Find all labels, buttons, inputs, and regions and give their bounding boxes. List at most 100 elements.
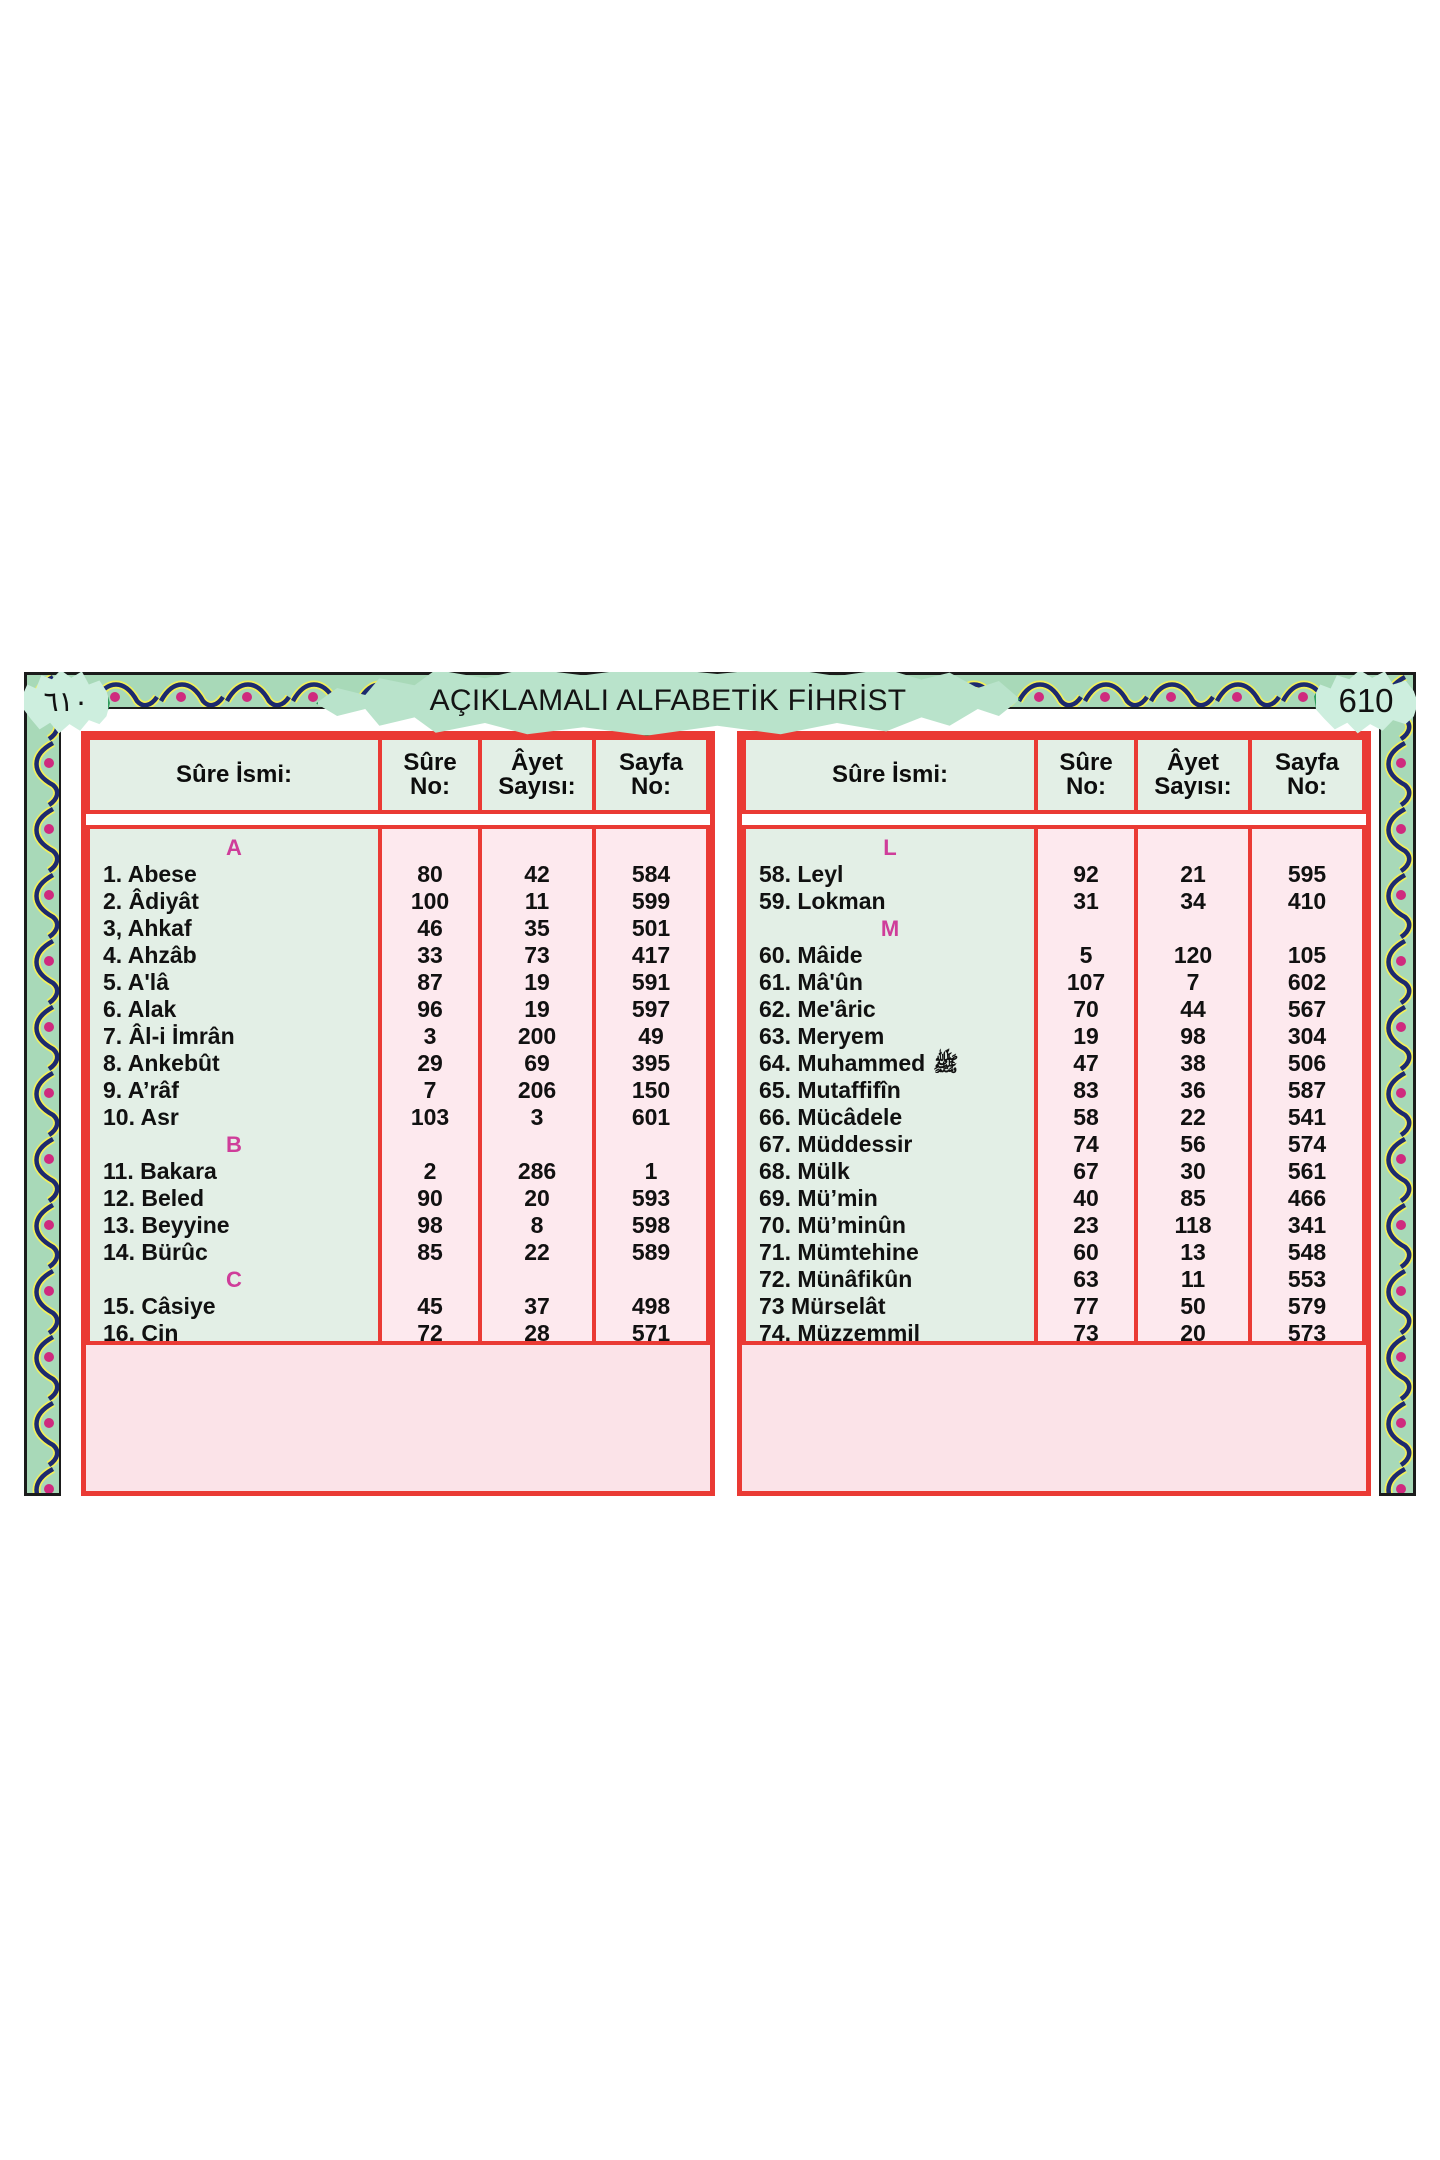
table-row-value: 60 bbox=[1073, 1239, 1099, 1265]
column-header-sure-ismi: Sûre İsmi: bbox=[746, 740, 1034, 810]
table-row-name: 65. Mutaffifîn bbox=[759, 1077, 901, 1103]
table-row-name: 66. Mücâdele bbox=[759, 1104, 903, 1130]
table-row-value: 286 bbox=[517, 1158, 557, 1184]
table-row-name: 4. Ahzâb bbox=[103, 942, 197, 968]
table-row-value: 501 bbox=[631, 915, 671, 941]
table-row-value: 11 bbox=[1180, 1266, 1206, 1292]
table-row-name: 62. Me'âric bbox=[759, 996, 876, 1022]
table-row-value: 73 bbox=[1073, 1320, 1099, 1341]
table-row-value: 395 bbox=[631, 1050, 671, 1076]
section-letter-c: C bbox=[226, 1267, 242, 1292]
table-row-value: 304 bbox=[1287, 1023, 1327, 1049]
page-number-arabic: ٦١٠ bbox=[43, 684, 89, 718]
table-row-name: 7. Âl-i İmrân bbox=[103, 1023, 235, 1049]
table-row-value: 85 bbox=[1180, 1185, 1206, 1211]
table-row-value: 118 bbox=[1174, 1212, 1212, 1238]
table-row-value: 85 bbox=[417, 1239, 443, 1265]
table-row-name: 67. Müddessir bbox=[759, 1131, 913, 1157]
table-row-value: 105 bbox=[1287, 942, 1327, 968]
table-row-name: 5. A'lâ bbox=[103, 969, 169, 995]
table-row-name: 12. Beled bbox=[103, 1185, 204, 1211]
column-header-sure-no: Sûre No: bbox=[1038, 740, 1134, 810]
table-row-value: 19 bbox=[524, 969, 550, 995]
table-row-value: 96 bbox=[417, 996, 443, 1022]
section-spacer bbox=[1138, 915, 1248, 942]
table-row-value: 83 bbox=[1073, 1077, 1099, 1103]
table-row-value: 571 bbox=[631, 1320, 671, 1341]
section-spacer bbox=[482, 834, 592, 861]
table-row-value: 107 bbox=[1066, 969, 1106, 995]
table-row-value: 120 bbox=[1173, 942, 1213, 968]
table-row-value: 20 bbox=[524, 1185, 550, 1211]
table-row-value: 13 bbox=[1180, 1239, 1206, 1265]
table-row-value: 45 bbox=[417, 1293, 443, 1319]
table-row-value: 20 bbox=[1180, 1320, 1206, 1341]
table-row-name: 10. Asr bbox=[103, 1104, 179, 1130]
table-row-value: 80 bbox=[417, 861, 443, 887]
fihrist-table-right: Sûre İsmi: Sûre No: Âyet Sayısı: Sayfa No: … bbox=[737, 731, 1371, 1496]
column-header-sure-no: Sûre No: bbox=[382, 740, 478, 810]
table-row-name: 60. Mâide bbox=[759, 942, 863, 968]
table-row-name: 15. Câsiye bbox=[103, 1293, 216, 1319]
table-row-value: 23 bbox=[1073, 1212, 1099, 1238]
table-row-value: 49 bbox=[638, 1023, 664, 1049]
table-row-value: 19 bbox=[524, 996, 550, 1022]
section-spacer bbox=[482, 1266, 592, 1293]
table-row-value: 38 bbox=[1180, 1050, 1206, 1076]
table-row-value: 72 bbox=[417, 1320, 443, 1341]
table-row-value: 67 bbox=[1073, 1158, 1099, 1184]
column-header-sayfa-no: Sayfa No: bbox=[1252, 740, 1362, 810]
honorific-sallallahu-icon: ﷺ bbox=[933, 1052, 959, 1076]
table-row-value: 31 bbox=[1073, 888, 1099, 914]
table-row-value: 98 bbox=[417, 1212, 443, 1238]
column-header-ayet-sayisi: Âyet Sayısı: bbox=[1138, 740, 1248, 810]
table-row-value: 591 bbox=[631, 969, 671, 995]
table-row-name: 59. Lokman bbox=[759, 888, 886, 914]
book-page: ٦١٠ AÇIKLAMALI ALFABETİK FİHRİST 610 Sûr… bbox=[24, 672, 1416, 1496]
table-row-value: 573 bbox=[1287, 1320, 1327, 1341]
table-row-value: 87 bbox=[417, 969, 443, 995]
section-spacer bbox=[1038, 834, 1134, 861]
table-row-value: 548 bbox=[1287, 1239, 1327, 1265]
table-row-value: 44 bbox=[1180, 996, 1206, 1022]
table-row-value: 35 bbox=[524, 915, 550, 941]
table-row-value: 602 bbox=[1287, 969, 1327, 995]
section-spacer bbox=[1252, 834, 1362, 861]
table-row-value: 584 bbox=[631, 861, 671, 887]
column-ayet-right: 2134120744983836225630851181311502012863 bbox=[1138, 829, 1248, 1341]
column-sure-ismi-left: A 1. Abese 2. Âdiyât 3, Ahkaf 4. Ahzâb 5. A'l… bbox=[90, 829, 378, 1341]
table-row-name: 72. Münâfikûn bbox=[759, 1266, 913, 1292]
table-row-value: 5 bbox=[1079, 942, 1093, 968]
table-row-value: 22 bbox=[1180, 1104, 1206, 1130]
table-row-value: 19 bbox=[1073, 1023, 1099, 1049]
section-spacer bbox=[382, 1266, 478, 1293]
table-row-value: 417 bbox=[631, 942, 671, 968]
table-row-name: 1. Abese bbox=[103, 861, 197, 887]
section-spacer bbox=[1252, 915, 1362, 942]
table-header-left: Sûre İsmi: Sûre No: Âyet Sayısı: Sayfa No: bbox=[86, 736, 710, 814]
table-row-value: 593 bbox=[631, 1185, 671, 1211]
table-row-value: 28 bbox=[524, 1320, 550, 1341]
table-row-value: 595 bbox=[1287, 861, 1327, 887]
table-row-value: 3 bbox=[530, 1104, 544, 1130]
table-row-name: 58. Leyl bbox=[759, 861, 844, 887]
table-body-left: A 1. Abese 2. Âdiyât 3, Ahkaf 4. Ahzâb 5. A'l… bbox=[86, 825, 710, 1345]
table-row-value: 70 bbox=[1073, 996, 1099, 1022]
table-row-value: 601 bbox=[631, 1104, 671, 1130]
section-letter-a: A bbox=[226, 835, 242, 860]
table-row-value: 47 bbox=[1073, 1050, 1099, 1076]
table-header-gap bbox=[742, 814, 1366, 825]
table-row-value: 33 bbox=[417, 942, 443, 968]
section-spacer bbox=[596, 834, 706, 861]
table-row-value: 90 bbox=[417, 1185, 443, 1211]
table-row-value: 8 bbox=[530, 1212, 544, 1238]
table-row-value: 553 bbox=[1287, 1266, 1327, 1292]
table-row-name: 61. Mâ'ûn bbox=[759, 969, 863, 995]
table-row-value: 42 bbox=[524, 861, 550, 887]
table-row-name: 2. Âdiyât bbox=[103, 888, 199, 914]
table-row-name: 14. Bürûc bbox=[103, 1239, 208, 1265]
table-row-value: 579 bbox=[1287, 1293, 1327, 1319]
table-row-value: 50 bbox=[1180, 1293, 1206, 1319]
table-row-value: 37 bbox=[524, 1293, 550, 1319]
